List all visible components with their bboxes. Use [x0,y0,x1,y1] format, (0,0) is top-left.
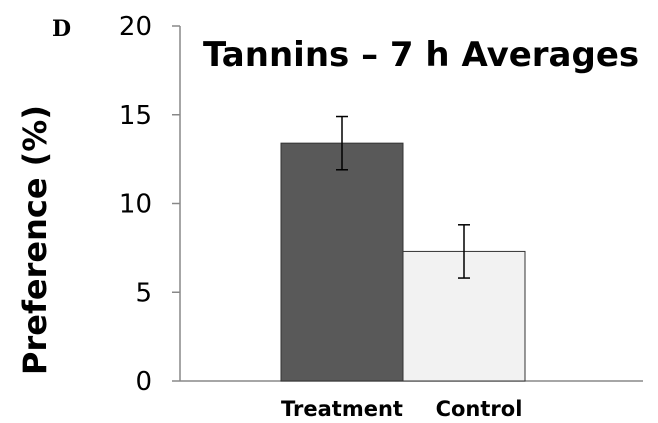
x-tick-label: Treatment [281,397,403,421]
x-axis-category-labels: Treatment Control [281,397,522,421]
y-tick-label: 15 [119,101,152,131]
y-tick-label: 20 [119,12,152,42]
x-tick-label: Control [436,397,523,421]
panel-letter: D [52,16,71,42]
error-bars [336,115,470,279]
y-tick-label: 0 [135,367,152,397]
y-axis-label: Preference (%) [16,105,54,375]
bar-treatment [280,142,404,382]
y-tick-label: 10 [119,190,152,220]
bars [280,142,526,382]
y-axis-ticks: 0 5 10 15 20 [119,12,180,397]
chart-title: Tannins – 7 h Averages [203,35,639,75]
y-tick-label: 5 [135,278,152,308]
